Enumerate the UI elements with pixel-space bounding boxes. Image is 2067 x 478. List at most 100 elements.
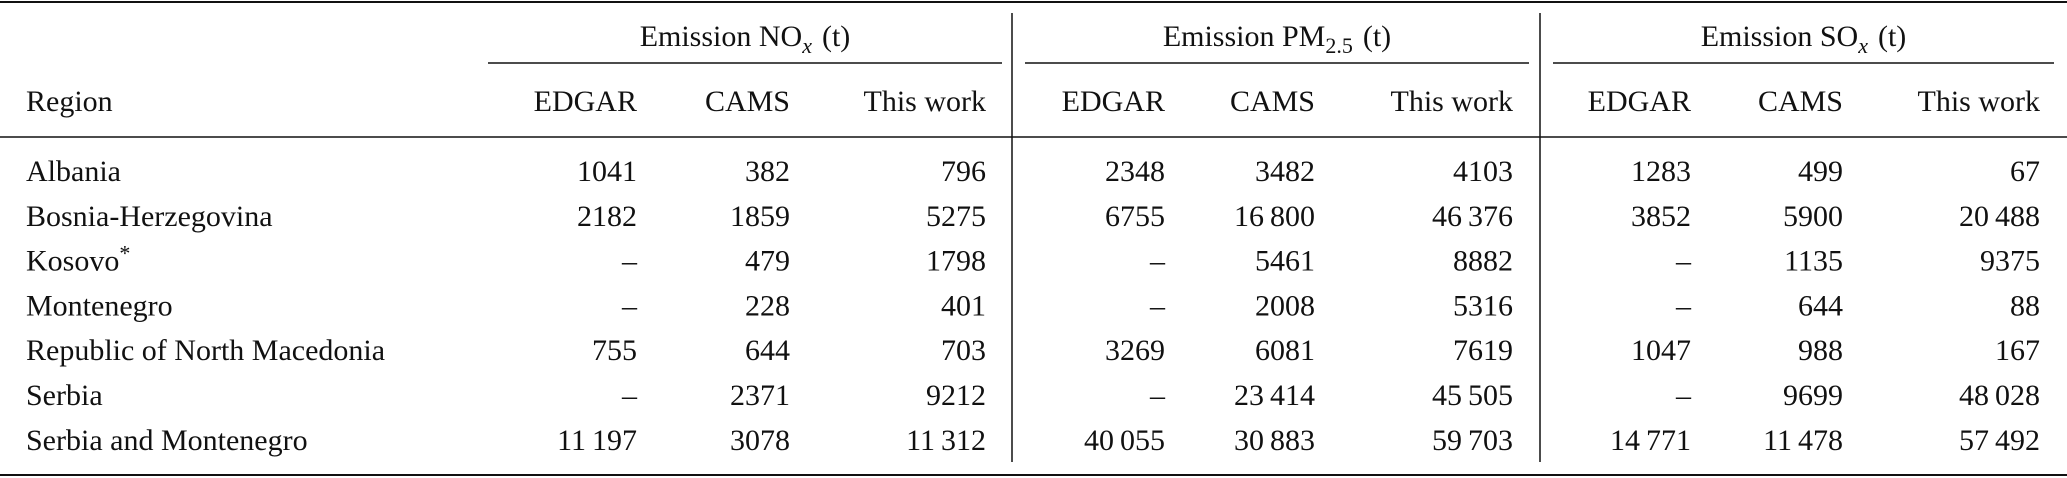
column-header: CAMS — [705, 85, 790, 118]
cell-value: – — [1675, 379, 1692, 412]
cell-value: – — [1675, 245, 1692, 278]
group-header: Emission SOx (t) — [1701, 20, 1907, 58]
column-header: This work — [1391, 85, 1514, 118]
region-label: Albania — [26, 155, 121, 188]
column-header: CAMS — [1758, 85, 1843, 118]
cell-value: 5461 — [1255, 245, 1315, 278]
region-name: Bosnia-Herzegovina — [26, 200, 273, 233]
cell-value: 703 — [941, 334, 986, 367]
cell-value: 23 414 — [1234, 379, 1315, 412]
cell-value: 228 — [745, 289, 790, 322]
group-header: Emission PM2.5 (t) — [1163, 20, 1391, 58]
cell-value: 382 — [745, 155, 790, 188]
cell-value: 11 478 — [1763, 424, 1843, 457]
cell-value: 4103 — [1453, 155, 1513, 188]
cell-value: 3269 — [1105, 334, 1165, 367]
cell-value: 644 — [1798, 289, 1843, 322]
region-name: Serbia and Montenegro — [26, 424, 308, 457]
cell-value: – — [1149, 379, 1166, 412]
cell-value: 1135 — [1784, 245, 1843, 278]
cell-value: 45 505 — [1432, 379, 1513, 412]
cell-value: 6081 — [1255, 334, 1315, 367]
region-header: Region — [26, 85, 113, 118]
cell-value: 644 — [745, 334, 790, 367]
cell-value: 30 883 — [1234, 424, 1315, 457]
cell-value: 9375 — [1980, 245, 2040, 278]
group-subscript: 2.5 — [1325, 33, 1353, 58]
group-label: Emission SO — [1701, 20, 1859, 53]
region-label: Kosovo — [26, 245, 119, 278]
cell-value: 5316 — [1453, 289, 1513, 322]
cell-value: 8882 — [1453, 245, 1513, 278]
cell-value: 499 — [1798, 155, 1843, 188]
cell-value: 11 197 — [557, 424, 637, 457]
region-name: Montenegro — [26, 289, 173, 322]
cell-value: 14 771 — [1610, 424, 1691, 457]
cell-value: 2348 — [1105, 155, 1165, 188]
cell-value: 5275 — [926, 200, 986, 233]
cell-value: – — [621, 245, 638, 278]
cell-value: 9699 — [1783, 379, 1843, 412]
column-header: EDGAR — [534, 85, 637, 118]
cell-value: – — [1149, 289, 1166, 322]
cell-value: 796 — [941, 155, 986, 188]
cell-value: 755 — [592, 334, 637, 367]
column-header: EDGAR — [1062, 85, 1165, 118]
region-name: Albania — [26, 155, 121, 188]
cell-value: 67 — [2010, 155, 2040, 188]
group-subscript: x — [1857, 33, 1868, 58]
group-header: Emission NOx (t) — [640, 20, 851, 58]
cell-value: 1283 — [1631, 155, 1691, 188]
cell-value: – — [1675, 289, 1692, 322]
cell-value: – — [621, 289, 638, 322]
region-label: Serbia — [26, 379, 103, 412]
group-label: Emission NO — [640, 20, 803, 53]
cell-value: 7619 — [1453, 334, 1513, 367]
cell-value: 167 — [1995, 334, 2040, 367]
cell-value: 16 800 — [1234, 200, 1315, 233]
cell-value: 5900 — [1783, 200, 1843, 233]
region-note: * — [119, 241, 130, 266]
column-header: This work — [864, 85, 987, 118]
region-label: Serbia and Montenegro — [26, 424, 308, 457]
cell-value: 401 — [941, 289, 986, 322]
group-label: Emission PM — [1163, 20, 1326, 53]
cell-value: 46 376 — [1432, 200, 1513, 233]
region-name: Kosovo* — [26, 241, 130, 278]
cell-value: 11 312 — [906, 424, 986, 457]
column-header: EDGAR — [1588, 85, 1691, 118]
cell-value: 3852 — [1631, 200, 1691, 233]
region-label: Republic of North Macedonia — [26, 334, 385, 367]
cell-value: 1859 — [730, 200, 790, 233]
cell-value: 479 — [745, 245, 790, 278]
group-unit: (t) — [1878, 20, 1906, 53]
cell-value: 88 — [2010, 289, 2040, 322]
cell-value: 2008 — [1255, 289, 1315, 322]
cell-value: 48 028 — [1959, 379, 2040, 412]
region-name: Serbia — [26, 379, 103, 412]
group-unit: (t) — [1363, 20, 1391, 53]
region-label: Montenegro — [26, 289, 173, 322]
cell-value: – — [1149, 245, 1166, 278]
cell-value: 2182 — [577, 200, 637, 233]
cell-value: 6755 — [1105, 200, 1165, 233]
cell-value: 3482 — [1255, 155, 1315, 188]
cell-value: 988 — [1798, 334, 1843, 367]
column-header: CAMS — [1230, 85, 1315, 118]
cell-value: 1798 — [926, 245, 986, 278]
cell-value: 2371 — [730, 379, 790, 412]
cell-value: 3078 — [730, 424, 790, 457]
cell-value: 59 703 — [1432, 424, 1513, 457]
group-subscript: x — [801, 33, 812, 58]
column-header: This work — [1918, 85, 2041, 118]
cell-value: 57 492 — [1959, 424, 2040, 457]
region-name: Republic of North Macedonia — [26, 334, 385, 367]
cell-value: – — [621, 379, 638, 412]
cell-value: 1047 — [1631, 334, 1691, 367]
group-unit: (t) — [822, 20, 850, 53]
cell-value: 1041 — [577, 155, 637, 188]
cell-value: 20 488 — [1959, 200, 2040, 233]
region-label: Bosnia-Herzegovina — [26, 200, 273, 233]
cell-value: 9212 — [926, 379, 986, 412]
